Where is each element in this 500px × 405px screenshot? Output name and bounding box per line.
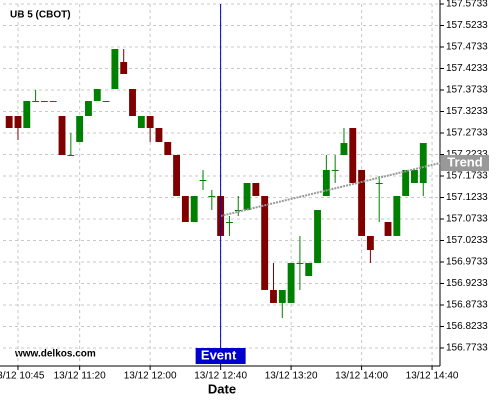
candle-body [40,101,48,103]
candle-body [278,289,286,303]
watermark: www.delkos.com [14,349,96,360]
candle-body [358,169,366,236]
candle-body [402,169,410,196]
y-tick-label: 157.1733 [446,171,488,182]
y-tick-label: 157.5733 [446,0,488,10]
y-tick-label: 157.3233 [446,106,488,117]
candle-body [234,210,242,212]
x-tick-label: 13/12 11:20 [54,371,107,382]
y-tick-label: 157.4733 [446,42,488,53]
candle-body [181,195,189,222]
candle-body [305,262,313,277]
candle-body [49,101,57,103]
candle-body [155,128,163,142]
candle-body [375,183,383,185]
candle-body [111,49,119,90]
y-tick-label: 157.5233 [446,20,488,31]
x-tick-label: 13/12 13:20 [265,371,318,382]
candle-body [296,262,304,264]
y-tick-label: 156.7733 [446,343,488,354]
candle-body [243,183,251,211]
x-tick-label: 13/12 12:40 [194,371,247,382]
y-tick-label: 157.4233 [446,63,488,74]
candle-body [340,143,348,156]
candle-body [411,169,418,184]
candle-body [137,116,145,129]
y-tick-label: 157.1233 [446,192,488,203]
candle-body [287,262,295,303]
candle-body [393,195,401,236]
y-tick-label: 157.2233 [446,149,488,160]
candle-body [419,143,427,184]
x-tick-label: 13/12 12:00 [124,371,177,382]
candle-body [173,155,181,196]
candle-body [261,195,269,290]
candle-body [129,89,136,117]
candle-body [5,116,13,129]
candle-body [349,128,357,184]
y-tick-label: 156.8233 [446,321,488,332]
candle-body [120,62,128,75]
candle-body [23,101,31,129]
y-tick-label: 157.0233 [446,235,488,246]
y-tick-label: 156.8733 [446,300,488,311]
candle-body [14,116,22,129]
candle-body [190,195,198,222]
candle-body [164,141,172,156]
y-tick-label: 157.2733 [446,128,488,139]
y-tick-label: 157.0733 [446,214,488,225]
candle-body [146,116,154,129]
trend-label: Trend [447,154,482,169]
x-tick-label: 13/12 10:45 [0,371,45,382]
event-label-box [195,348,246,364]
candle-body [32,101,40,103]
chart-title: UB 5 (CBOT) [10,10,71,21]
candle-body [58,116,66,156]
candle-body [93,89,101,102]
x-tick-label: 13/12 14:40 [406,371,459,382]
candle-body [199,179,207,181]
candle-body [252,183,260,196]
candle-body [76,116,84,142]
y-tick-label: 157.3733 [446,85,488,96]
candle-body [102,101,110,103]
trend-label-box [441,155,489,172]
x-axis-title: Date [208,381,236,396]
y-tick-label: 156.9733 [446,257,488,268]
event-label: Event [201,347,237,362]
x-tick-label: 13/12 14:00 [335,371,388,382]
candle-body [384,221,392,236]
candle-body [322,169,330,196]
candle-body [208,195,216,197]
candle-body [270,289,277,303]
y-tick-label: 156.9233 [446,278,488,289]
candle-body [67,155,75,157]
candle-body [85,101,92,117]
candle-body [314,210,321,263]
candle-body [225,221,233,223]
candle-body [366,235,374,250]
trend-line [220,162,441,217]
candle-body [331,169,339,171]
